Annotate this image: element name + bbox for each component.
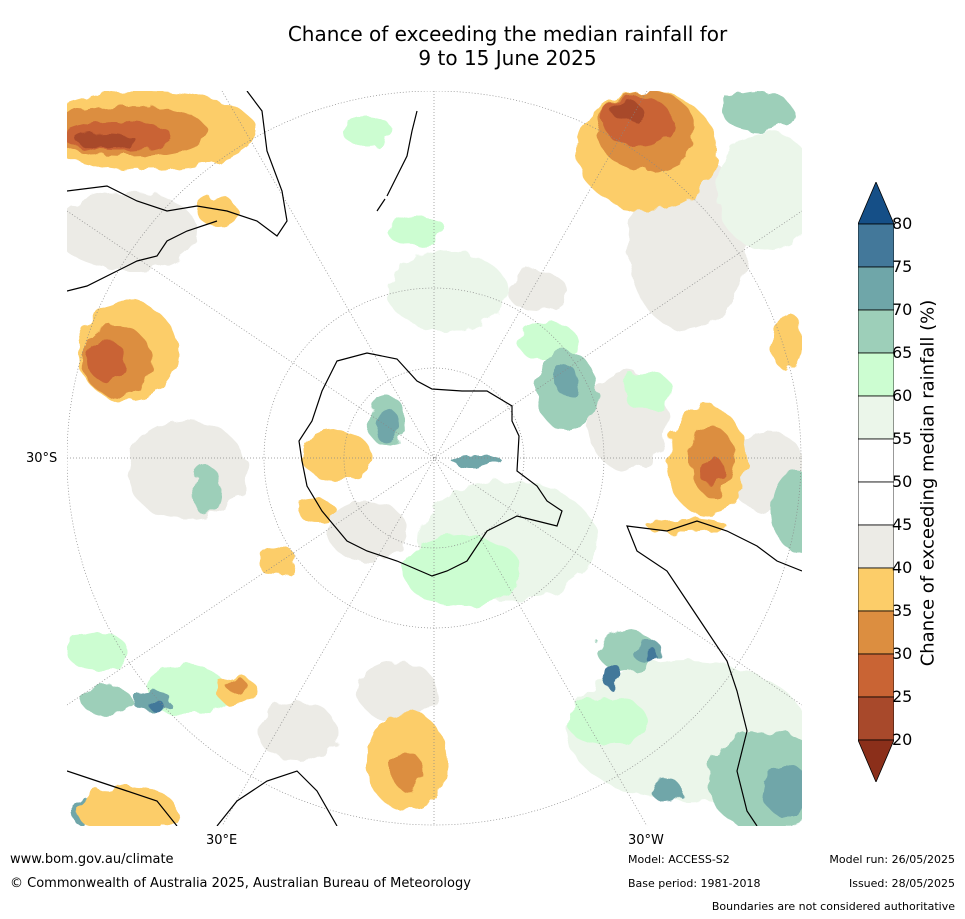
copyright-text: © Commonwealth of Australia 2025, Austra… (10, 876, 471, 891)
colorbar-segment (858, 653, 894, 698)
coastlines (67, 91, 802, 826)
colorbar-segment (858, 438, 894, 483)
colorbar-tick-label: 25 (892, 687, 913, 706)
graticule (67, 91, 802, 826)
colorbar-tick-label: 70 (892, 300, 913, 319)
colorbar-tick-label: 30 (892, 644, 913, 663)
colorbar-extend-bottom (858, 739, 894, 782)
latitude-label-30s: 30°S (26, 451, 58, 466)
colorbar-segment (858, 395, 894, 440)
colorbar-segment (858, 696, 894, 741)
rainfall-field (67, 91, 802, 826)
longitude-label-30e: 30°E (206, 833, 238, 848)
colorbar-tick-label: 35 (892, 601, 913, 620)
colorbar-segment (858, 524, 894, 569)
issued-text: Issued: 28/05/2025 (848, 877, 955, 890)
title-line-1: Chance of exceeding the median rainfall … (287, 22, 728, 46)
base-period-text: Base period: 1981-2018 (628, 877, 761, 890)
colorbar-label: Chance of exceeding median rainfall (%) (917, 299, 939, 667)
chart-title: Chance of exceeding the median rainfall … (0, 22, 965, 70)
colorbar-segment (858, 223, 894, 268)
colorbar-segment (858, 610, 894, 655)
colorbar-segment (858, 481, 894, 526)
colorbar-segment (858, 309, 894, 354)
colorbar-tick-label: 50 (892, 472, 913, 491)
website-link[interactable]: www.bom.gov.au/climate (10, 852, 174, 867)
title-line-2: 9 to 15 June 2025 (418, 46, 597, 70)
model-text: Model: ACCESS-S2 (628, 853, 730, 866)
colorbar (858, 182, 894, 782)
colorbar-tick-label: 60 (892, 386, 913, 405)
colorbar-tick-label: 55 (892, 429, 913, 448)
colorbar-tick-label: 40 (892, 558, 913, 577)
map-canvas (67, 91, 802, 826)
longitude-label-30w: 30°W (628, 833, 664, 848)
colorbar-extend-top (858, 182, 894, 225)
colorbar-segment (858, 266, 894, 311)
model-run-text: Model run: 26/05/2025 (829, 853, 955, 866)
colorbar-tick-label: 20 (892, 730, 913, 749)
colorbar-tick-label: 65 (892, 343, 913, 362)
rainfall-probability-map[interactable] (67, 91, 802, 826)
colorbar-tick-label: 45 (892, 515, 913, 534)
disclaimer-text: Boundaries are not considered authoritat… (711, 900, 955, 913)
colorbar-tick-label: 80 (892, 214, 913, 233)
colorbar-segment (858, 567, 894, 612)
colorbar-segment (858, 352, 894, 397)
colorbar-tick-label: 75 (892, 257, 913, 276)
colorbar-segments (858, 182, 894, 782)
